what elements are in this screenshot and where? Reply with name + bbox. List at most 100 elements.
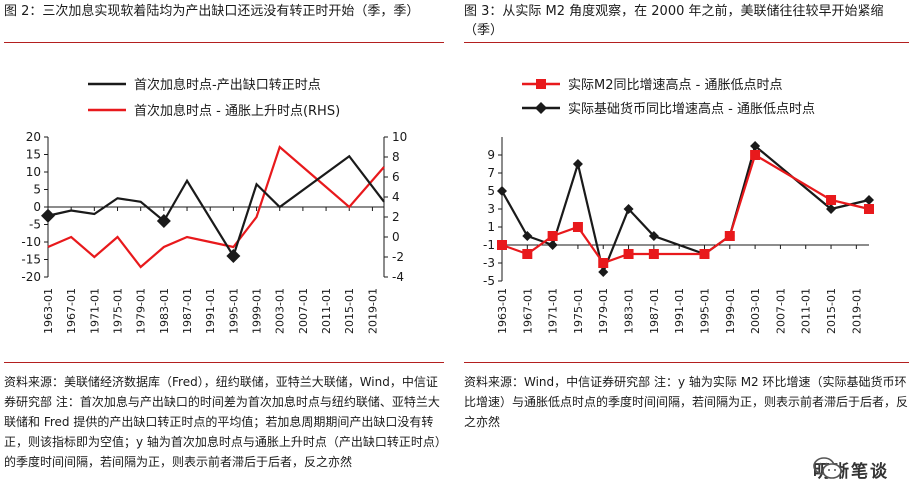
right-y-tick-label: -4	[392, 270, 404, 284]
right-y-tick-label: 0	[392, 230, 400, 244]
series-marker-m2	[598, 258, 609, 268]
right-y-tick-label: 10	[392, 130, 407, 144]
series-marker-output-gap	[156, 214, 171, 228]
series-marker-m2	[547, 231, 558, 241]
x-tick-label: 2011-01	[320, 288, 333, 334]
series-marker-base-money	[497, 186, 507, 196]
left-y-tick-label: 5	[33, 183, 41, 197]
right-y-tick-label: 6	[392, 170, 400, 184]
legend-marker	[535, 102, 547, 114]
series-line-inflation	[47, 145, 385, 269]
x-tick-label: 2015-01	[825, 288, 838, 334]
x-tick-label: 2015-01	[343, 288, 356, 334]
left-y-tick-label: -5	[29, 218, 41, 232]
x-tick-label: 1987-01	[181, 288, 194, 334]
right-y-tick-label: -2	[392, 250, 404, 264]
series-marker-base-money	[826, 204, 837, 214]
legend-label: 实际基础货币同比增速高点 - 通胀低点时点	[568, 101, 815, 117]
series-marker-base-money	[750, 141, 761, 151]
series-marker-m2	[724, 231, 735, 241]
x-tick-label: 1987-01	[648, 288, 661, 334]
legend-label: 首次加息时点-产出缺口转正时点	[134, 77, 321, 93]
left-y-tick-label: -15	[21, 253, 41, 267]
x-tick-label: 2007-01	[297, 288, 310, 334]
watermark: 明晰笔谈	[813, 457, 889, 482]
wechat-icon	[813, 457, 842, 479]
x-tick-label: 1983-01	[158, 288, 171, 334]
right-y-tick-label: 8	[392, 150, 400, 164]
x-tick-label: 1983-01	[623, 288, 636, 334]
x-tick-label: 2003-01	[749, 288, 762, 334]
y-tick-label: 9	[487, 148, 495, 162]
series-marker-m2	[699, 249, 710, 259]
x-tick-label: 1999-01	[251, 288, 264, 334]
series-marker-base-money	[623, 204, 634, 214]
x-tick-label: 1975-01	[112, 288, 125, 334]
x-tick-label: 1967-01	[65, 288, 78, 334]
right-y-tick-label: 4	[392, 190, 400, 204]
x-tick-label: 1995-01	[227, 288, 240, 334]
series-marker-m2	[648, 249, 659, 259]
x-tick-label: 1991-01	[673, 288, 686, 334]
series-marker-base-money	[547, 240, 558, 250]
left-title-rule	[4, 42, 444, 43]
left-y-tick-label: 10	[26, 165, 41, 179]
x-tick-label: 1971-01	[547, 288, 560, 334]
left-figure: 图 2：三次加息实现软着陆均为产出缺口还远没有转正时开始（季，季） 首次加息时点…	[4, 0, 444, 500]
x-tick-label: 1967-01	[521, 288, 534, 334]
left-source-rule	[4, 362, 444, 363]
right-figure-title: 图 3：从实际 M2 角度观察，在 2000 年之前，美联储往往较早开始紧缩（季…	[464, 4, 884, 38]
left-y-tick-label: 20	[26, 130, 41, 144]
x-tick-label: 2007-01	[774, 288, 787, 334]
series-marker-m2	[623, 249, 634, 259]
x-tick-label: 2011-01	[800, 288, 813, 334]
series-marker-m2	[826, 195, 837, 205]
x-tick-label: 1975-01	[572, 288, 585, 334]
y-tick-label: 5	[487, 184, 495, 198]
left-y-tick-label: 0	[33, 200, 41, 214]
x-tick-label: 1971-01	[88, 288, 101, 334]
series-marker-base-money	[864, 195, 874, 205]
right-y-tick-label: 2	[392, 210, 400, 224]
left-y-tick-label: -20	[21, 270, 41, 284]
right-source-rule	[464, 362, 909, 363]
series-marker-m2	[497, 240, 507, 250]
series-marker-base-money	[572, 159, 583, 169]
legend-label: 实际M2同比增速高点 - 通胀低点时点	[568, 77, 782, 93]
legend-marker	[536, 79, 546, 89]
left-source-note: 资料来源：美联储经济数据库（Fred），纽约联储，亚特兰大联储，Wind，中信证…	[4, 375, 441, 469]
left-y-tick-label: -10	[21, 235, 41, 249]
series-marker-m2	[864, 204, 874, 214]
series-marker-base-money	[648, 231, 659, 241]
x-tick-label: 1963-01	[42, 288, 55, 334]
x-tick-label: 1991-01	[204, 288, 217, 334]
series-marker-m2	[750, 150, 761, 160]
right-source-note: 资料来源：Wind，中信证券研究部 注：y 轴为实际 M2 环比增速（实际基础货…	[464, 375, 909, 429]
y-tick-label: 3	[487, 202, 495, 216]
series-marker-base-money	[522, 231, 533, 241]
left-y-tick-label: 15	[26, 148, 41, 162]
series-marker-output-gap	[41, 208, 55, 223]
x-tick-label: 1999-01	[724, 288, 737, 334]
x-tick-label: 1979-01	[597, 288, 610, 334]
y-tick-label: -5	[483, 274, 495, 288]
left-figure-title: 图 2：三次加息实现软着陆均为产出缺口还远没有转正时开始（季，季）	[4, 4, 420, 19]
y-tick-label: 7	[487, 166, 495, 180]
x-tick-label: 1995-01	[698, 288, 711, 334]
y-tick-label: 1	[487, 220, 495, 234]
series-marker-m2	[572, 222, 583, 232]
x-tick-label: 2019-01	[366, 288, 379, 334]
x-tick-label: 1963-01	[496, 288, 509, 334]
x-tick-label: 1979-01	[135, 288, 148, 334]
series-line-base-money	[501, 144, 870, 276]
x-tick-label: 2003-01	[274, 288, 287, 334]
series-line-output-gap	[47, 154, 385, 259]
right-title-rule	[464, 42, 909, 43]
y-tick-label: -1	[483, 238, 495, 252]
x-tick-label: 2019-01	[850, 288, 863, 334]
series-marker-base-money	[598, 267, 609, 277]
right-figure: 图 3：从实际 M2 角度观察，在 2000 年之前，美联储往往较早开始紧缩（季…	[464, 0, 909, 500]
series-marker-m2	[522, 249, 533, 259]
